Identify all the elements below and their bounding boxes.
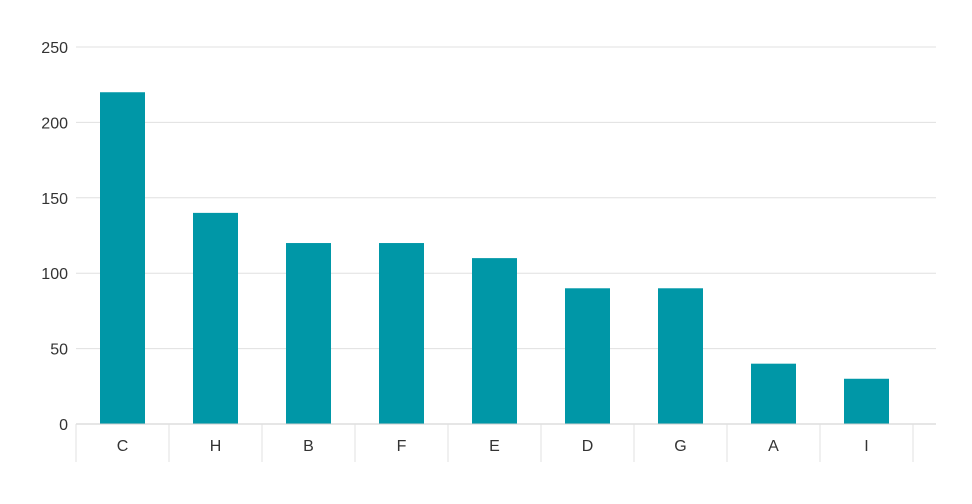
- x-tick-label: G: [674, 438, 686, 455]
- y-tick-label: 150: [41, 191, 68, 208]
- y-tick-label: 200: [41, 115, 68, 132]
- x-tick-label: E: [489, 438, 500, 455]
- bar-A: [751, 363, 796, 424]
- bar-C: [100, 92, 145, 425]
- y-tick-label: 0: [59, 417, 68, 434]
- y-axis-tick-labels: 0 50 100 150 200 250: [41, 40, 68, 434]
- x-tick-label: A: [768, 438, 779, 455]
- bar-D: [565, 288, 610, 424]
- bar-F: [379, 243, 424, 424]
- x-tick-label: F: [397, 438, 407, 455]
- x-tick-label: B: [303, 438, 314, 455]
- bar-G: [658, 288, 703, 424]
- x-tick-label: H: [210, 438, 222, 455]
- bar-E: [472, 258, 517, 424]
- bar-H: [193, 212, 238, 424]
- x-axis: [75, 423, 936, 462]
- bar-I: [844, 378, 889, 424]
- x-tick-label: C: [117, 438, 129, 455]
- bars: [100, 92, 889, 425]
- y-tick-label: 50: [50, 342, 68, 359]
- x-tick-label: I: [864, 438, 868, 455]
- y-tick-label: 250: [41, 40, 68, 57]
- bar-B: [286, 243, 331, 424]
- y-tick-label: 100: [41, 266, 68, 283]
- x-tick-label: D: [582, 438, 594, 455]
